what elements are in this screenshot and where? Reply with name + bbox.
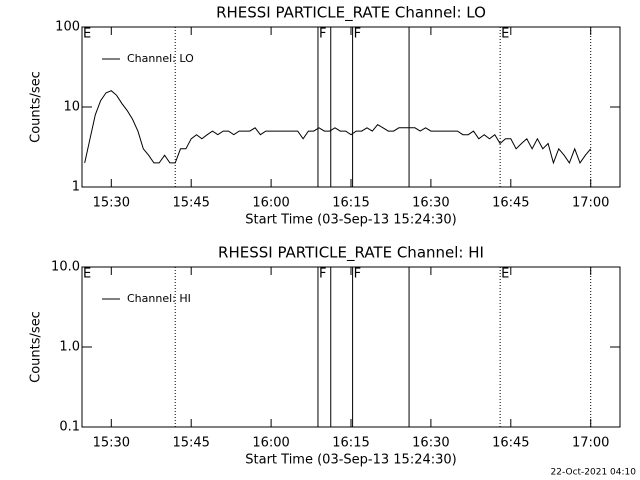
y-axis-label: Counts/sec: [29, 71, 44, 143]
x-tick-label: 16:15: [332, 196, 369, 211]
y-tick-label: 10: [63, 100, 80, 115]
x-tick-label: 16:45: [492, 196, 529, 211]
x-tick-label: 16:00: [252, 196, 289, 211]
legend-label: Channel: LO: [127, 52, 194, 65]
flag-label: F: [319, 27, 326, 42]
y-tick-label: 100: [55, 20, 80, 35]
chart-title: RHESSI PARTICLE_RATE Channel: HI: [218, 244, 484, 263]
flag-label: F: [354, 27, 361, 42]
x-tick-label: 15:30: [93, 436, 130, 451]
y-tick-label: 10.0: [51, 260, 80, 275]
data-line: [84, 90, 592, 165]
flag-label: F: [354, 267, 361, 282]
flag-label: E: [83, 267, 91, 282]
x-tick-label: 15:45: [172, 196, 209, 211]
x-tick-label: 17:00: [572, 436, 609, 451]
x-tick-label: 15:30: [93, 196, 130, 211]
flag-label: E: [501, 27, 509, 42]
y-axis-label: Counts/sec: [29, 311, 44, 383]
y-tick-label: 0.1: [59, 420, 80, 435]
x-tick-label: 16:30: [412, 196, 449, 211]
x-tick-label: 17:00: [572, 196, 609, 211]
x-axis-label: Start Time (03-Sep-13 15:24:30): [245, 213, 456, 228]
footer: 22-Oct-2021 04:10: [551, 468, 637, 478]
chart-title: RHESSI PARTICLE_RATE Channel: LO: [216, 4, 486, 23]
y-tick-label: 1: [72, 180, 80, 195]
x-axis-label: Start Time (03-Sep-13 15:24:30): [245, 453, 456, 468]
flag-label: F: [319, 267, 326, 282]
flag-label: E: [83, 27, 91, 42]
plot-frame: [81, 266, 621, 428]
x-tick-label: 15:45: [172, 436, 209, 451]
x-tick-label: 16:30: [412, 436, 449, 451]
flag-label: E: [501, 267, 509, 282]
legend-label: Channel: HI: [127, 292, 191, 305]
plot-frame: [81, 26, 621, 188]
x-tick-label: 16:45: [492, 436, 529, 451]
y-tick-label: 1.0: [59, 340, 80, 355]
x-tick-label: 16:15: [332, 436, 369, 451]
x-tick-label: 16:00: [252, 436, 289, 451]
